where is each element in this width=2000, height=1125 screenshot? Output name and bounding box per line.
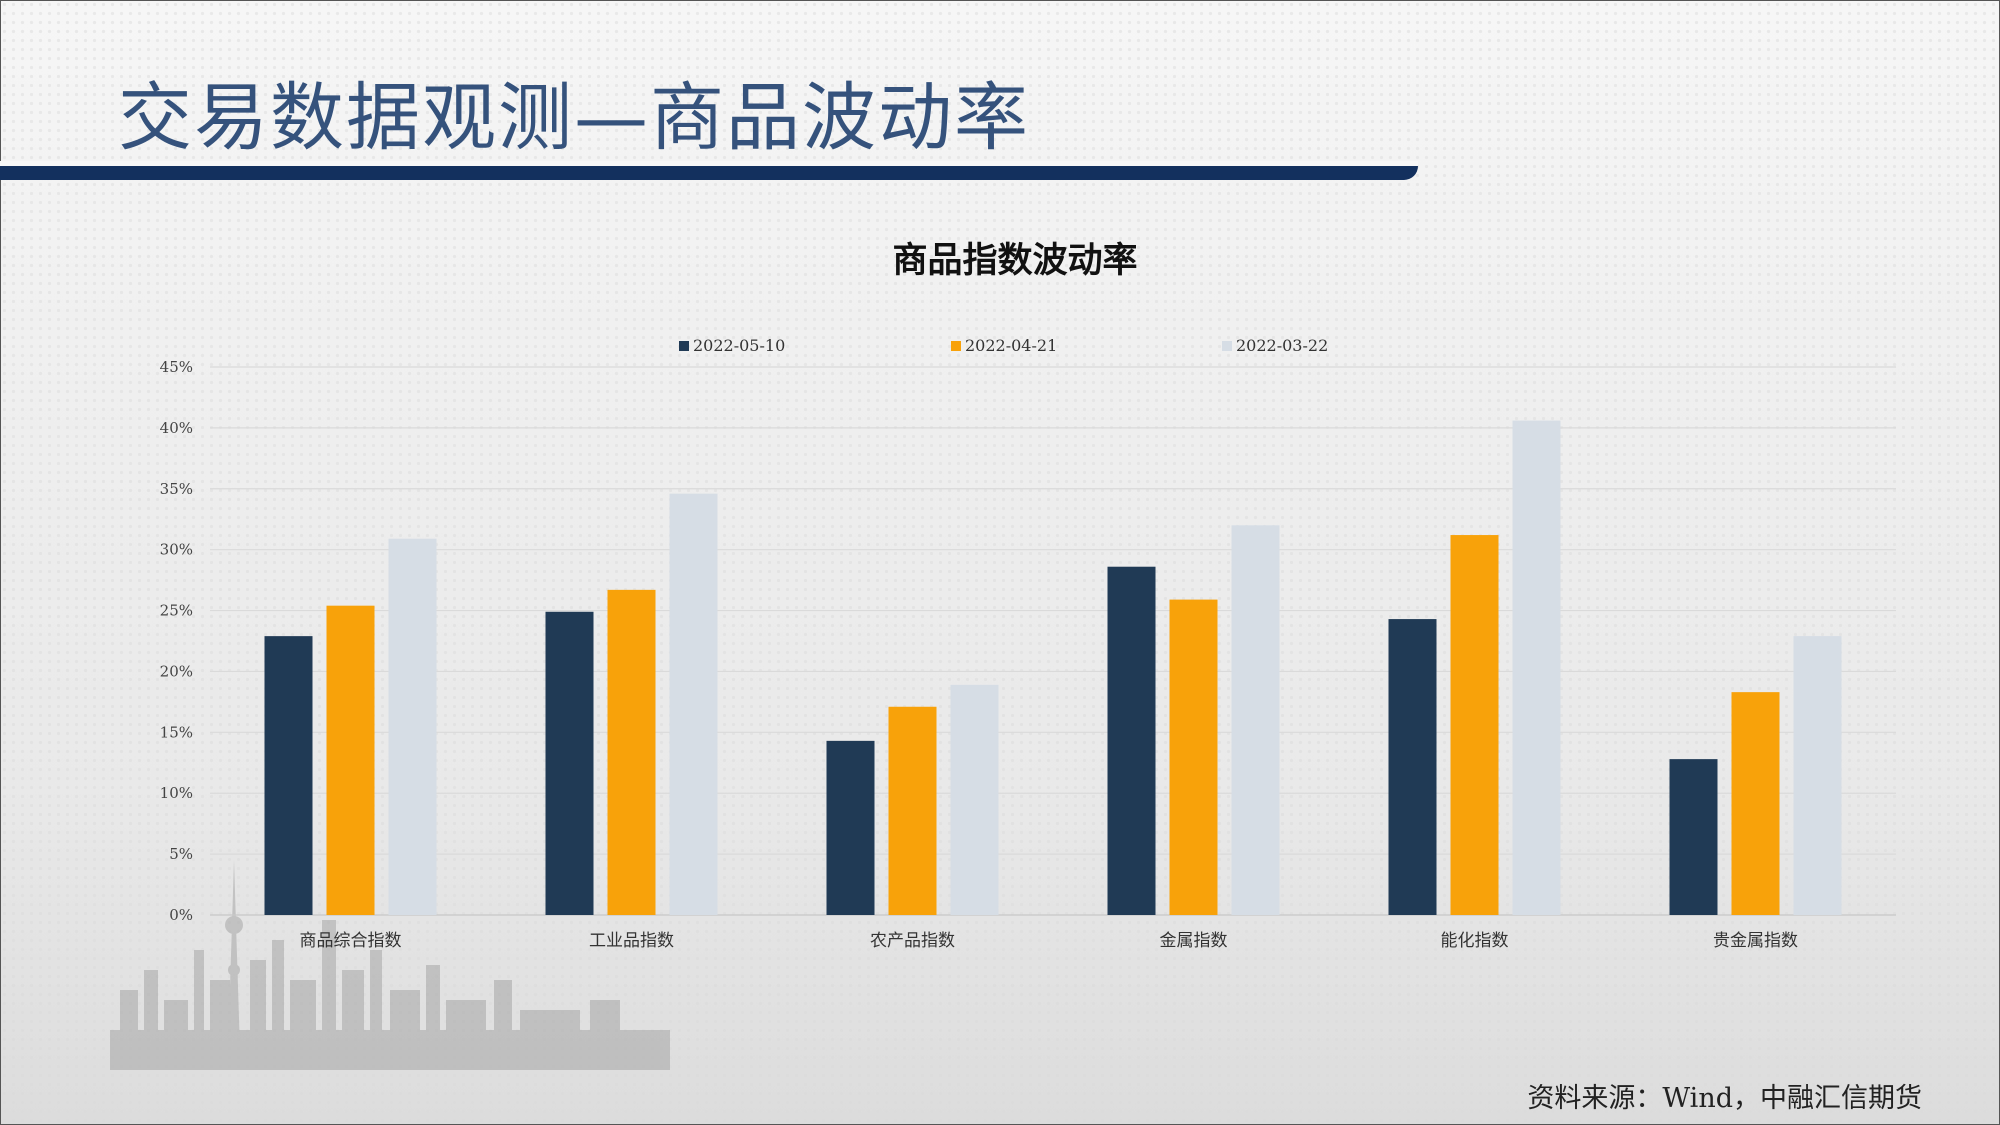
bar-1-4 [1107,566,1156,915]
legend-item-series-1: 2022-05-10 [679,336,785,355]
x-tick-label: 能化指数 [1441,931,1509,951]
bar-1-5 [1388,619,1437,915]
y-tick-label: 25% [160,602,193,620]
y-tick-label: 10% [160,784,193,802]
legend-label-series-3: 2022-03-22 [1236,336,1329,355]
bar-3-1 [388,538,437,915]
chart-title: 商品指数波动率 [892,241,1138,281]
source-note: 资料来源：Wind，中融汇信期货 [1527,1083,1922,1114]
title-underline-bar [0,166,1418,180]
bar-3-2 [669,493,718,915]
x-tick-label: 商品综合指数 [300,931,402,951]
legend-item-series-3: 2022-03-22 [1222,336,1328,355]
x-tick-label: 农产品指数 [870,931,955,951]
title-underline-highlight [0,161,1418,166]
bar-2-4 [1169,599,1218,915]
bar-3-3 [950,684,999,915]
legend-swatch-series-2 [951,340,961,351]
bar-1-2 [545,611,594,915]
y-tick-label: 20% [160,662,193,680]
chart-legend: 2022-05-10 2022-04-21 2022-03-22 [0,336,2000,360]
y-tick-label: 0% [169,906,193,924]
bar-2-2 [607,589,656,915]
x-tick-label: 工业品指数 [589,931,674,951]
bar-1-3 [826,740,875,915]
city-skyline-graphic [110,860,670,1070]
bar-2-1 [326,605,375,915]
bar-2-5 [1450,535,1499,915]
legend-item-series-2: 2022-04-21 [951,336,1057,355]
bar-3-4 [1231,525,1280,915]
legend-label-series-2: 2022-04-21 [965,336,1058,355]
bar-1-6 [1669,759,1718,915]
legend-label-series-1: 2022-05-10 [693,336,786,355]
x-tick-label: 贵金属指数 [1713,931,1798,951]
y-tick-label: 30% [160,541,193,559]
bar-3-5 [1512,420,1561,915]
y-tick-label: 45% [160,358,193,376]
legend-swatch-series-3 [1222,340,1232,351]
x-tick-label: 金属指数 [1160,931,1228,951]
legend-swatch-series-1 [679,340,689,351]
volatility-bar-chart: 0% 5% 10% 15% 20% 25% 30% 35% 40% 45% 商品综合指数 工业品指数 农… [160,358,1896,951]
y-tick-label: 5% [169,845,193,863]
bar-3-6 [1793,636,1842,915]
bar-2-3 [888,706,937,915]
bar-1-1 [264,636,313,915]
y-tick-label: 35% [160,480,193,498]
y-tick-label: 15% [160,723,193,741]
bar-2-6 [1731,692,1780,915]
slide-title: 交易数据观测—商品波动率 [118,75,1030,161]
y-tick-label: 40% [160,419,193,437]
